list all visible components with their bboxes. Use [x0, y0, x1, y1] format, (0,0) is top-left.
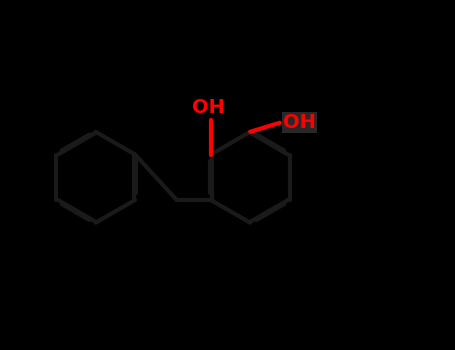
Text: OH: OH	[192, 98, 225, 117]
Text: OH: OH	[283, 113, 316, 132]
